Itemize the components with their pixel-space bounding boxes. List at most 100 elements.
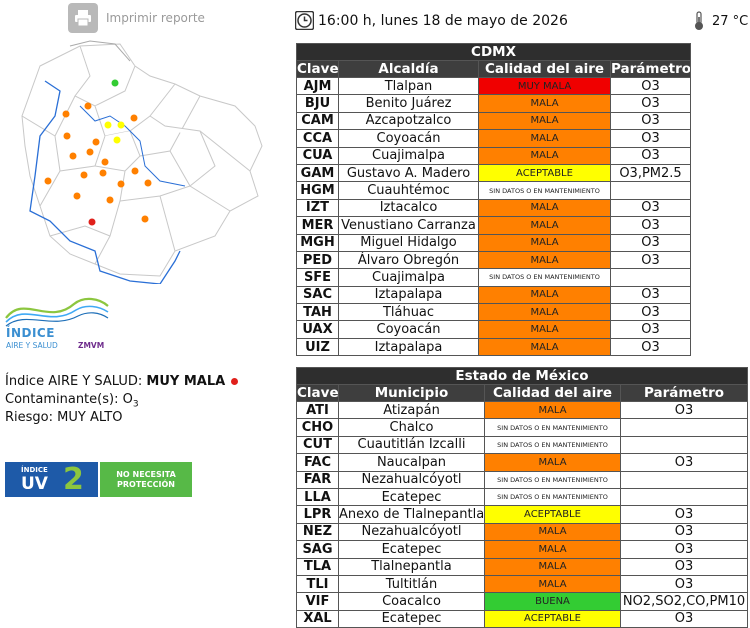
station-param: O3 (620, 540, 748, 559)
cdmx-table: CDMX Clave Alcaldía Calidad del aire Par… (295, 43, 692, 357)
station-row: IZT Iztacalco MALA O3 (296, 198, 692, 218)
station-clave: LLA (296, 487, 339, 507)
station-marker (141, 215, 149, 223)
station-quality: MUY MALA (478, 76, 611, 96)
station-quality: SIN DATOS O EN MANTENIMIENTO (478, 181, 611, 200)
station-name: Chalco (338, 418, 485, 437)
station-marker (113, 136, 121, 144)
station-row: XAL Ecatepec ACEPTABLE O3 (296, 609, 748, 628)
station-row: CUT Cuautitlán Izcalli SIN DATOS O EN MANT… (296, 435, 748, 455)
station-name: Tultitlán (338, 574, 485, 594)
station-clave: SAG (296, 540, 339, 559)
station-name: Azcapotzalco (338, 111, 479, 131)
station-clave: NEZ (296, 522, 339, 542)
station-marker (117, 121, 125, 129)
uv-label2: UV (21, 474, 48, 494)
station-map[interactable] (0, 36, 270, 285)
station-clave: CUT (296, 435, 339, 455)
station-name: Cuautitlán Izcalli (338, 435, 485, 455)
station-quality: BUENA (484, 592, 621, 611)
station-clave: SAC (296, 285, 339, 305)
station-marker (80, 171, 88, 179)
station-clave: ATI (296, 400, 339, 420)
station-param: O3 (620, 557, 748, 576)
uv-label1: ÍNDICE (21, 466, 48, 474)
station-name: Cuajimalpa (338, 146, 479, 165)
station-name: Ecatepec (338, 609, 485, 628)
station-name: Iztapalapa (338, 285, 479, 305)
station-marker (104, 121, 112, 129)
indice-label: Índice AIRE Y SALUD: (5, 374, 143, 389)
station-name: Tlalnepantla (338, 557, 485, 576)
station-param: O3 (620, 505, 748, 524)
station-quality: SIN DATOS O EN MANTENIMIENTO (484, 487, 621, 507)
station-quality: MALA (478, 303, 611, 322)
station-name: Tlalpan (338, 76, 479, 96)
station-clave: BJU (296, 94, 339, 113)
station-clave: PED (296, 250, 339, 270)
station-quality: MALA (484, 574, 621, 594)
station-marker (101, 158, 109, 166)
station-param (620, 418, 748, 437)
contaminante-value: O (122, 392, 133, 407)
station-param: O3 (620, 400, 748, 420)
edomex-title: Estado de México (296, 367, 748, 385)
edomex-header-municipio: Municipio (338, 384, 485, 402)
station-marker (73, 192, 81, 200)
station-name: Venustiano Carranza (338, 216, 479, 235)
station-param (609, 181, 692, 200)
station-name: Álvaro Obregón (338, 250, 479, 270)
station-marker (92, 138, 100, 146)
station-row: TLA Tlalnepantla MALA O3 (296, 557, 748, 576)
station-name: Coacalco (338, 592, 485, 611)
station-marker (84, 102, 92, 110)
station-name: Ecatepec (338, 487, 485, 507)
station-row: PED Álvaro Obregón MALA O3 (296, 250, 692, 270)
cdmx-header-calidad: Calidad del aire (478, 60, 611, 78)
station-param (620, 435, 748, 455)
contaminante-label: Contaminante(s): (5, 392, 119, 407)
station-row: SFE Cuajimalpa SIN DATOS O EN MANTENIMIENT… (296, 268, 692, 287)
station-clave: SFE (296, 268, 339, 287)
station-marker (117, 180, 125, 188)
station-clave: HGM (296, 181, 339, 200)
riesgo-label: Riesgo: (5, 410, 54, 425)
station-quality: MALA (484, 453, 621, 472)
logo-line1: ÍNDICE (6, 326, 55, 340)
station-clave: GAM (296, 163, 339, 183)
logo-waves-icon (5, 297, 109, 327)
station-row: CAM Azcapotzalco MALA O3 (296, 111, 692, 131)
station-quality: MALA (478, 233, 611, 252)
station-row: CCA Coyoacán MALA O3 (296, 129, 692, 148)
station-quality: ACEPTABLE (478, 163, 611, 183)
print-report-button[interactable]: Imprimir reporte (68, 3, 208, 33)
station-param: O3 (609, 233, 692, 252)
station-name: Coyoacán (338, 320, 479, 339)
station-param: O3 (609, 129, 692, 148)
station-name: Ecatepec (338, 540, 485, 559)
station-param: O3 (609, 198, 692, 218)
temperature: 27 °C (712, 14, 749, 29)
station-row: CHO Chalco SIN DATOS O EN MANTENIMIENTO (296, 418, 748, 437)
station-param: O3 (609, 285, 692, 305)
station-marker (63, 132, 71, 140)
station-clave: XAL (296, 609, 339, 628)
station-marker (86, 148, 94, 156)
station-name: Anexo de Tlalnepantla (338, 505, 485, 524)
uv-advice-line1: NO NECESITA (116, 469, 176, 479)
station-row: UIZ Iztapalapa MALA O3 (296, 337, 692, 357)
uv-index-box: ÍNDICE UV 2 (5, 462, 98, 497)
station-clave: CCA (296, 129, 339, 148)
station-name: Cuauhtémoc (338, 181, 479, 200)
station-row: UAX Coyoacán MALA O3 (296, 320, 692, 339)
station-param: O3 (609, 111, 692, 131)
station-clave: TAH (296, 303, 339, 322)
station-row: LPR Anexo de Tlalnepantla ACEPTABLE O3 (296, 505, 748, 524)
clock-icon (294, 10, 315, 31)
station-param: O3 (609, 146, 692, 165)
station-param: O3 (609, 250, 692, 270)
thermometer-icon (693, 11, 705, 31)
riesgo-value: MUY ALTO (57, 410, 123, 425)
station-row: CUA Cuajimalpa MALA O3 (296, 146, 692, 165)
logo-line3: ZMVM (78, 341, 105, 350)
